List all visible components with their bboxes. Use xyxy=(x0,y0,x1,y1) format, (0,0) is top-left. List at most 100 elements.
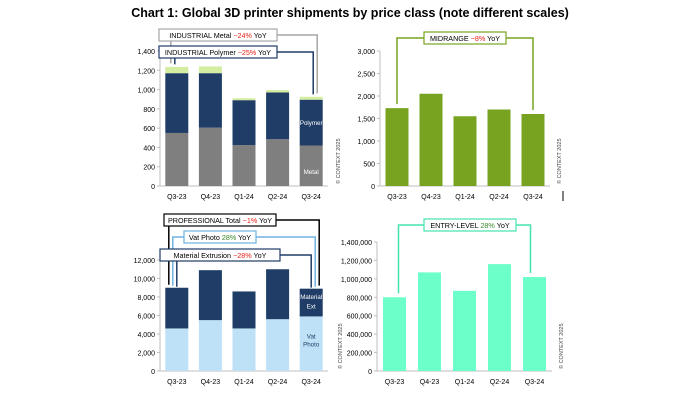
midrange-yoy-box xyxy=(423,31,507,45)
bar-q4-23-s0 xyxy=(419,93,443,186)
bar-q1-24-s0 xyxy=(232,328,256,371)
y-tick-label: 10,000 xyxy=(134,277,156,284)
vat-yoy-box xyxy=(183,230,257,244)
y-tick-label: 500 xyxy=(363,162,375,169)
y-tick-label: 400 xyxy=(143,145,155,152)
entry-yoy-value: 28% xyxy=(480,221,495,230)
metal-yoy-value: −24% xyxy=(233,31,252,40)
bar-q2-24-s1 xyxy=(266,269,290,320)
bar-q2-24-s1 xyxy=(266,92,290,140)
watermark: © CONTEXT 2025 xyxy=(337,323,344,369)
x-tick-label: Q2-24 xyxy=(268,194,288,201)
professional-yoy-label: PROFESSIONAL Total −1% YoY xyxy=(168,216,272,225)
material-inbar-label-1: Material xyxy=(300,294,322,301)
bar-q4-23-s2 xyxy=(198,66,222,74)
x-tick-label: Q3-24 xyxy=(301,379,321,386)
industrial-chart: 0 200 400 600 800 1,000 1,200 1,400 Q3-23 Q4-23 Q1… xyxy=(137,28,342,201)
professional-chart: 0 2,000 4,000 6,000 8,000 10,000 12,000 Q3-23 Q4… xyxy=(134,213,344,386)
x-tick-label: Q1-24 xyxy=(234,194,254,201)
y-tick-label: 1,500 xyxy=(357,117,375,124)
figure-title: Chart 1: Global 3D printer shipments by … xyxy=(131,6,569,20)
y-tick-label: 1,200,000 xyxy=(341,258,372,265)
vat-yoy-suffix: YoY xyxy=(236,233,251,242)
entry-level-chart: 0 200,000 400,000 600,000 800,000 1,000,000 1,… xyxy=(341,218,565,386)
entry-yoy-box xyxy=(423,218,517,232)
metal-bracket xyxy=(170,34,318,94)
bar-q4-23-s0 xyxy=(198,320,222,371)
y-tick-label: 1,000 xyxy=(137,88,155,95)
bar-q2-24-s0 xyxy=(487,109,511,186)
x-tick-label: Q2-24 xyxy=(489,194,509,201)
bar-q1-24-s1 xyxy=(232,100,256,146)
y-tick-label: 0 xyxy=(151,184,155,191)
x-tick-label: Q4-23 xyxy=(420,379,440,386)
bar-q4-23-s0 xyxy=(418,272,441,371)
vat-yoy-value: 28% xyxy=(222,233,237,242)
x-tick-label: Q3-24 xyxy=(301,194,321,201)
y-tick-label: 1,200 xyxy=(137,68,155,75)
vat-yoy-text: Vat Photo xyxy=(189,233,222,242)
bar-q4-23-s0 xyxy=(198,127,222,186)
bar-q3-24-s0 xyxy=(523,277,546,371)
metal-yoy-suffix: YoY xyxy=(252,31,267,40)
x-tick-label: Q1-24 xyxy=(234,379,254,386)
y-tick-label: 1,400 xyxy=(137,49,155,56)
professional-yoy-box xyxy=(163,213,277,227)
bar-q4-23-s1 xyxy=(198,270,222,321)
material-inbar-label-2: Ext xyxy=(307,304,316,311)
bar-q1-24-s2 xyxy=(232,98,256,101)
professional-yoy-suffix: YoY xyxy=(257,216,272,225)
professional-yoy-text: PROFESSIONAL Total xyxy=(168,216,243,225)
x-tick-label: Q3-24 xyxy=(525,379,545,386)
y-tick-label: 200 xyxy=(143,165,155,172)
polymer-yoy-box xyxy=(158,45,278,59)
x-tick-label: Q1-24 xyxy=(455,379,475,386)
bar-q4-23-s1 xyxy=(198,73,222,128)
x-tick-label: Q2-24 xyxy=(268,379,288,386)
midrange-yoy-suffix: YoY xyxy=(485,34,500,43)
x-tick-label: Q4-23 xyxy=(201,194,221,201)
vat-inbar-label-2: Photo xyxy=(303,341,320,348)
extrusion-yoy-box xyxy=(159,248,281,262)
extrusion-yoy-text: Material Extrusion xyxy=(174,251,234,260)
polymer-yoy-text: INDUSTRIAL Polymer xyxy=(165,48,238,57)
midrange-chart: 0 500 1,000 1,500 2,000 2,500 3,000 Q3-23 Q4-23 Q… xyxy=(357,31,564,201)
bar-q2-24-s0 xyxy=(266,319,290,371)
x-tick-label: Q3-23 xyxy=(167,194,187,201)
vat-yoy-label: Vat Photo 28% YoY xyxy=(189,233,251,242)
y-tick-label: 800 xyxy=(143,107,155,114)
y-tick-label: 2,000 xyxy=(137,351,155,358)
bar-q1-24-s1 xyxy=(232,291,256,329)
bar-q3-24-s1 xyxy=(299,99,323,146)
bar-q1-24-s0 xyxy=(232,145,256,186)
x-tick-label: Q4-23 xyxy=(421,194,441,201)
midrange-yoy-text: MIDRANGE xyxy=(430,34,471,43)
y-tick-label: 6,000 xyxy=(137,314,155,321)
watermark: © CONTEXT 2025 xyxy=(558,323,565,369)
y-tick-label: 800,000 xyxy=(347,295,372,302)
y-tick-label: 0 xyxy=(151,369,155,376)
polymer-yoy-value: −25% xyxy=(238,48,257,57)
x-tick-label: Q3-23 xyxy=(385,379,405,386)
professional-yoy-value: −1% xyxy=(243,216,258,225)
y-tick-label: 1,000 xyxy=(357,139,375,146)
y-tick-label: 200,000 xyxy=(347,351,372,358)
extrusion-yoy-value: −28% xyxy=(233,251,252,260)
bar-q3-24-s0 xyxy=(299,316,323,371)
bar-q3-23-s0 xyxy=(383,297,406,371)
y-tick-label: 8,000 xyxy=(137,295,155,302)
y-tick-label: 3,000 xyxy=(357,49,375,56)
metal-inbar-label: Metal xyxy=(304,169,319,176)
x-tick-label: Q3-23 xyxy=(167,379,187,386)
vat-inbar-label-1: Vat xyxy=(307,333,316,340)
y-tick-label: 600 xyxy=(143,126,155,133)
watermark: © CONTEXT 2025 xyxy=(335,138,342,184)
bar-q3-23-s0 xyxy=(165,328,189,371)
x-tick-label: Q3-23 xyxy=(387,194,407,201)
midrange-yoy-value: −8% xyxy=(471,34,486,43)
extrusion-yoy-label: Material Extrusion −28% YoY xyxy=(174,251,267,260)
bar-q1-24-s0 xyxy=(453,116,477,186)
metal-yoy-label: INDUSTRIAL Metal −24% YoY xyxy=(169,31,267,40)
midrange-yoy-label: MIDRANGE −8% YoY xyxy=(430,34,500,43)
